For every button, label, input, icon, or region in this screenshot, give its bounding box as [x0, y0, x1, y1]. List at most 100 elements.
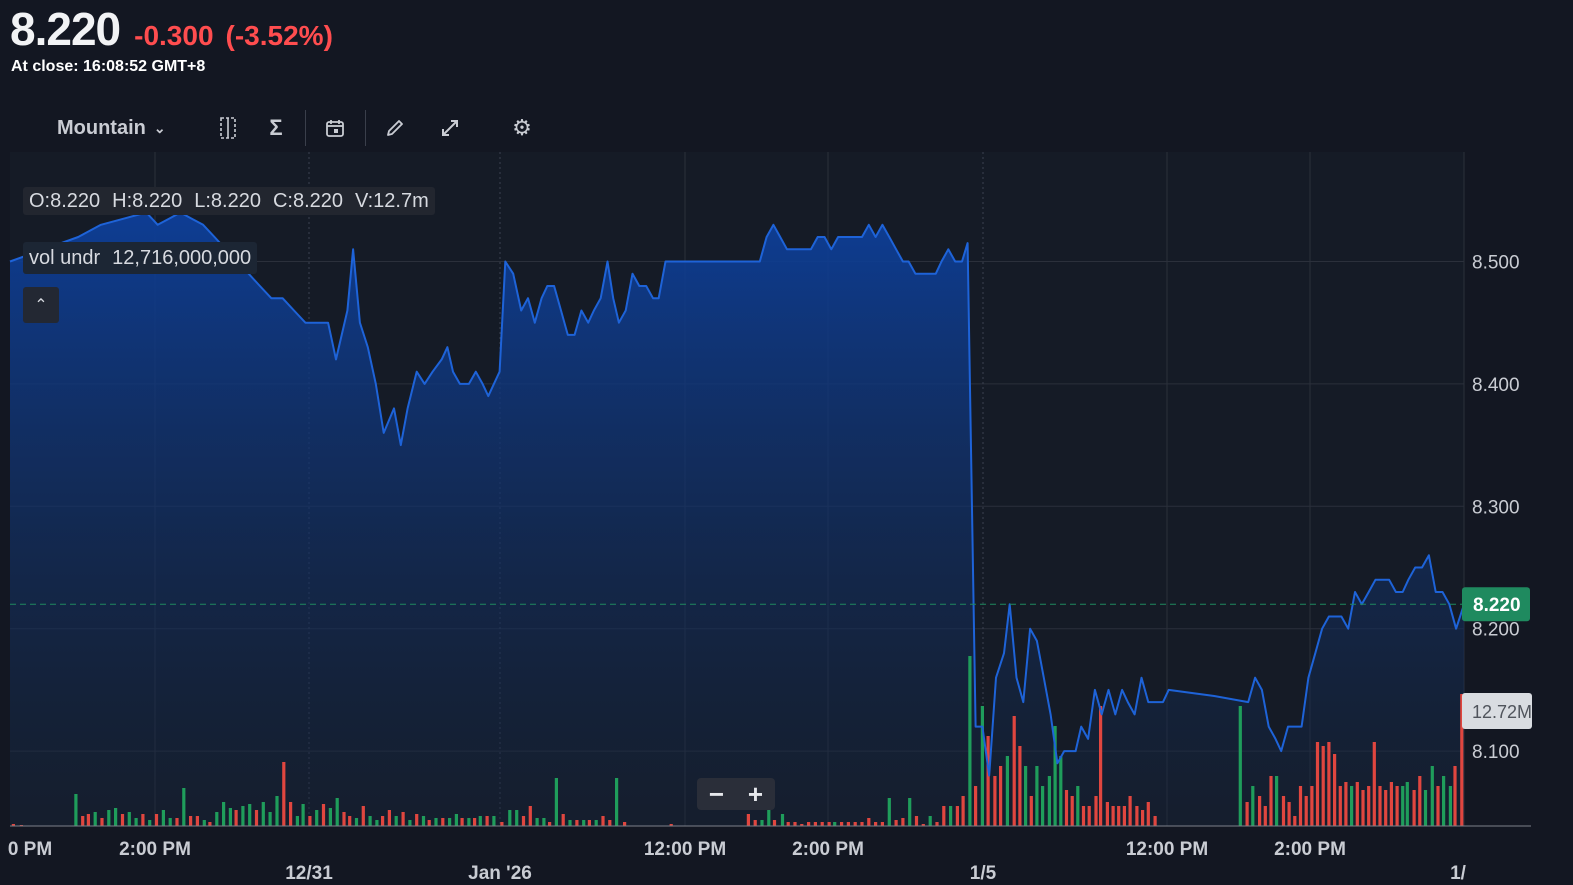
- volume-bar: [1423, 790, 1428, 826]
- volume-bar: [328, 808, 332, 826]
- indicators-sigma-icon[interactable]: Σ: [269, 115, 283, 140]
- volume-bar: [434, 818, 438, 826]
- volume-bar: [1401, 786, 1405, 826]
- volume-bar: [508, 810, 512, 826]
- volume-bar: [189, 816, 193, 826]
- expand-icon[interactable]: [436, 106, 464, 150]
- volume-bar: [820, 822, 824, 826]
- volume-bar: [1076, 786, 1080, 826]
- volume-bar: [261, 802, 265, 826]
- x-date-label: Jan '26: [468, 863, 532, 884]
- volume-bar: [427, 820, 431, 826]
- volume-bar: [335, 798, 339, 826]
- volume-bar: [1146, 802, 1150, 826]
- calendar-icon[interactable]: [321, 106, 349, 150]
- zoom-in-button[interactable]: +: [747, 778, 764, 809]
- volume-bar: [874, 822, 878, 826]
- volume-bar: [1018, 746, 1022, 826]
- volume-bar: [248, 804, 252, 826]
- volume-bar: [542, 818, 546, 826]
- volume-bar: [1315, 742, 1320, 826]
- volume-bar: [228, 808, 232, 826]
- volume-indicator-legend[interactable]: vol undr 12,716,000,000: [23, 242, 258, 274]
- x-tick-label: 2:00 PM: [792, 839, 864, 860]
- volume-bar: [800, 824, 804, 826]
- volume-tag-label: 12.72M: [1472, 702, 1532, 722]
- volume-bar: [880, 822, 884, 826]
- volume-bar: [1087, 806, 1091, 826]
- volume-bar: [454, 814, 458, 826]
- volume-bar: [753, 820, 757, 826]
- volume-bar: [100, 818, 104, 826]
- y-axis[interactable]: 8.500 8.400 8.300 8.200 8.100: [1472, 253, 1520, 764]
- last-price: 8.220: [10, 3, 121, 55]
- volume-bar: [1070, 796, 1074, 826]
- volume-bar: [1251, 786, 1255, 826]
- volume-bar: [168, 818, 172, 826]
- volume-bar: [961, 796, 965, 826]
- collapse-legend-button[interactable]: ⌃: [23, 287, 59, 323]
- volume-bar: [375, 820, 379, 826]
- volume-bar: [1153, 816, 1157, 826]
- volume-bar: [827, 822, 831, 826]
- volume-bar: [833, 822, 837, 826]
- volume-bar: [86, 814, 90, 826]
- compare-icon[interactable]: [214, 106, 242, 150]
- volume-bar: [114, 808, 118, 826]
- price-change: -0.300: [134, 20, 214, 51]
- volume-bar: [608, 820, 612, 826]
- volume-bar: [485, 816, 489, 826]
- x-tick-label: 0 PM: [8, 839, 52, 860]
- volume-bar: [1094, 796, 1098, 826]
- volume-bar: [421, 816, 426, 826]
- volume-bar: [623, 822, 627, 826]
- volume-bar: [215, 812, 219, 826]
- volume-bar: [554, 778, 558, 826]
- ohlc-volume: V:12.7m: [355, 189, 429, 212]
- volume-bar: [289, 802, 293, 826]
- volume-bar: [860, 822, 864, 826]
- zoom-out-button[interactable]: −: [708, 778, 725, 809]
- volume-bar: [1128, 796, 1132, 826]
- volume-bar: [467, 818, 471, 826]
- volume-bar: [548, 822, 552, 826]
- volume-bar: [746, 814, 750, 826]
- volume-bar: [1099, 706, 1103, 826]
- volume-bar: [301, 804, 305, 826]
- volume-bar: [528, 806, 532, 826]
- volume-bar: [308, 816, 312, 826]
- ohlc-high: H:8.220: [112, 189, 183, 212]
- price-line: [9, 211, 1466, 777]
- settings-gear-icon[interactable]: ⚙: [512, 115, 532, 140]
- volume-bar: [901, 818, 905, 826]
- x-axis[interactable]: 0 PM 2:00 PM 12:00 PM 2:00 PM 12:00 PM 2:00 P…: [8, 839, 1467, 884]
- volume-bar: [1378, 786, 1382, 826]
- volume-bar: [415, 814, 419, 826]
- volume-bar: [93, 812, 97, 826]
- volume-bar: [268, 812, 272, 826]
- volume-bar: [1269, 776, 1273, 826]
- volume-bar: [1287, 802, 1291, 826]
- x-date-label: 1/: [1450, 863, 1467, 884]
- volume-bar: [853, 822, 857, 826]
- volume-tag: 12.72M: [1462, 693, 1532, 729]
- volume-bar: [1436, 786, 1440, 826]
- volume-bar: [993, 776, 997, 826]
- volume-bar: [908, 798, 912, 826]
- volume-bar: [772, 820, 777, 826]
- chart-type-dropdown[interactable]: Mountain ⌄: [57, 106, 166, 150]
- volume-bar: [1338, 786, 1342, 826]
- y-tick-label: 8.500: [1472, 253, 1520, 274]
- x-date-label: 12/31: [285, 863, 333, 884]
- volume-bar: [1141, 810, 1145, 826]
- volume-bar: [448, 818, 452, 826]
- volume-bar: [148, 820, 152, 826]
- volume-bar: [575, 820, 579, 826]
- volume-bar: [368, 816, 372, 826]
- volume-bar: [615, 778, 619, 826]
- draw-pencil-icon[interactable]: [381, 106, 409, 150]
- volume-bar: [986, 736, 990, 826]
- volume-bar: [254, 810, 259, 826]
- x-date-label: 1/5: [970, 863, 997, 884]
